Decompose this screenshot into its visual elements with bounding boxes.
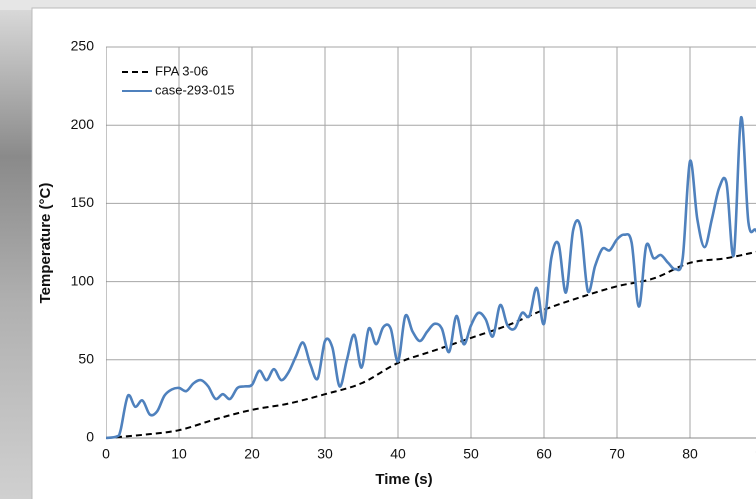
legend-label: FPA 3-06 [155, 63, 208, 78]
x-axis-label: Time (s) [375, 471, 432, 488]
x-tick-label: 0 [102, 446, 110, 462]
x-tick-label: 30 [317, 446, 333, 462]
x-tick-label: 20 [244, 446, 260, 462]
x-tick-label: 80 [682, 446, 698, 462]
x-tick-label: 40 [390, 446, 406, 462]
x-tick-label: 10 [171, 446, 187, 462]
legend-label: case-293-015 [155, 82, 235, 97]
x-tick-label: 70 [609, 446, 625, 462]
y-tick-label: 150 [71, 194, 95, 210]
y-tick-label: 100 [71, 272, 95, 288]
y-tick-label: 50 [78, 351, 94, 367]
plot-area [106, 46, 756, 440]
y-axis-label: Temperature (°C) [37, 183, 54, 304]
y-tick-label: 250 [71, 38, 95, 54]
y-tick-label: 200 [71, 116, 95, 132]
series-line [106, 250, 756, 439]
side-strip [0, 10, 32, 499]
series-line [106, 116, 756, 440]
chart-panel [31, 7, 756, 499]
x-tick-label: 60 [536, 446, 552, 462]
x-tick-label: 50 [463, 446, 479, 462]
y-tick-label: 0 [86, 429, 94, 445]
